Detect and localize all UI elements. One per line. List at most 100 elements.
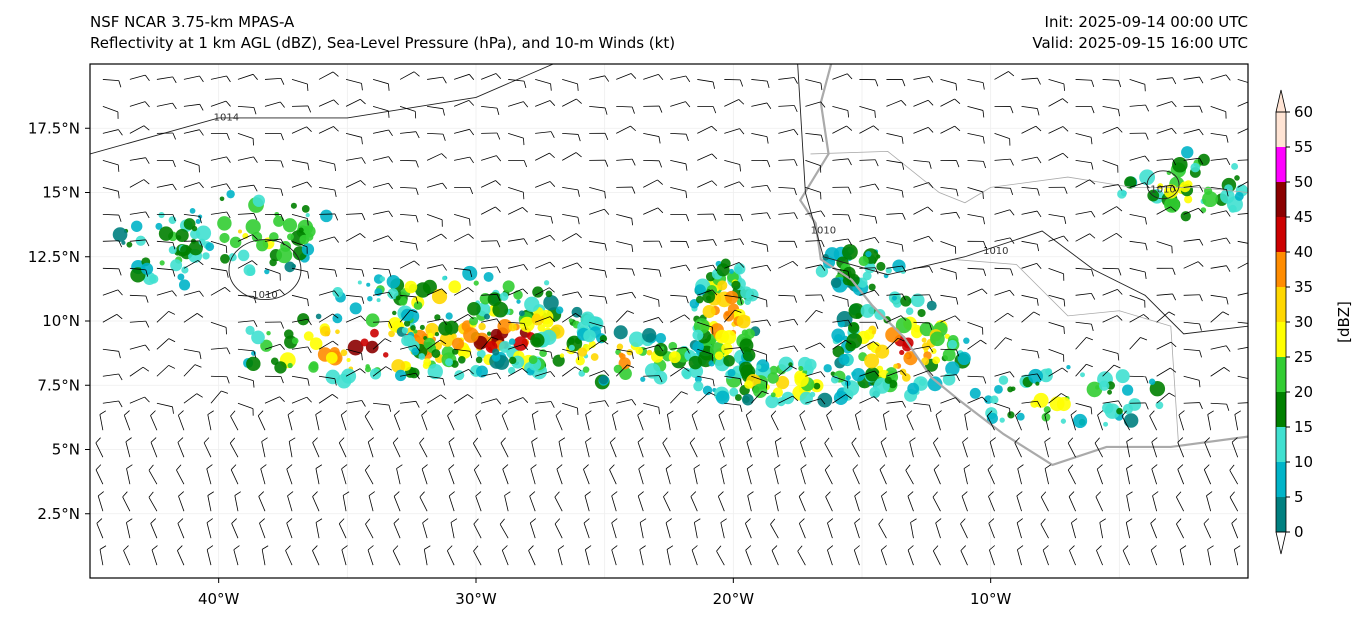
wind-barb xyxy=(372,338,386,350)
wind-barb xyxy=(123,415,131,431)
reflectivity-cell xyxy=(335,329,340,335)
wind-barb xyxy=(315,414,320,431)
wind-barb-flag xyxy=(528,545,534,551)
wind-barb-flag xyxy=(821,240,825,248)
wind-barb xyxy=(961,496,968,512)
wind-barb xyxy=(832,213,849,216)
wind-barb xyxy=(724,99,739,107)
reflectivity-cell xyxy=(1115,369,1130,384)
reflectivity-cell xyxy=(926,300,937,311)
wind-barb-flag xyxy=(746,437,753,443)
reflectivity-cell xyxy=(469,316,479,326)
wind-barb-flag xyxy=(467,394,474,399)
wind-barb-flag xyxy=(1150,518,1157,524)
reflectivity-cell xyxy=(1035,381,1040,386)
wind-barb-flag xyxy=(933,464,940,470)
wind-barb xyxy=(670,294,687,297)
wind-barb-flag xyxy=(168,311,176,315)
wind-barb-flag xyxy=(793,212,798,220)
reflectivity-cell xyxy=(130,220,143,232)
wind-barb xyxy=(475,415,482,431)
wind-barb-flag xyxy=(199,240,203,248)
wind-barb xyxy=(909,441,914,458)
wind-barb-flag xyxy=(845,339,852,345)
wind-barb xyxy=(1237,402,1248,404)
wind-barb-flag xyxy=(199,129,204,136)
wind-barb-flag xyxy=(1037,78,1041,85)
wind-barb-flag xyxy=(1229,491,1235,498)
wind-barb-flag xyxy=(96,518,103,524)
wind-barb-flag xyxy=(1176,518,1182,525)
wind-barb xyxy=(693,522,698,539)
wind-barb-flag xyxy=(905,464,911,471)
wind-barb-flag xyxy=(1168,311,1176,316)
wind-barb-flag xyxy=(413,71,420,77)
wind-barb-flag xyxy=(848,186,852,194)
wind-barb-flag xyxy=(252,74,258,80)
wind-barb xyxy=(1210,74,1227,80)
x-tick-label: 30°W xyxy=(455,590,497,608)
reflectivity-cell xyxy=(1073,413,1088,429)
reflectivity-cell xyxy=(135,235,146,246)
reflectivity-cell xyxy=(702,290,716,304)
reflectivity-cell xyxy=(395,295,401,301)
wind-barb xyxy=(913,76,930,80)
wind-barb-flag xyxy=(1143,314,1150,320)
wind-barb xyxy=(400,213,417,216)
wind-barb-flag xyxy=(1126,437,1133,442)
wind-barb xyxy=(287,495,293,512)
wind-barb-flag xyxy=(1253,292,1257,298)
reflectivity-cell xyxy=(640,376,646,382)
reflectivity-cell xyxy=(347,339,364,356)
wind-barb xyxy=(481,155,497,161)
reflectivity-cell xyxy=(379,276,386,282)
wind-barb xyxy=(473,523,482,539)
wind-barb xyxy=(346,213,363,215)
wind-barb xyxy=(1183,375,1200,381)
wind-barb xyxy=(129,211,146,215)
reflectivity-cell xyxy=(838,354,850,365)
wind-barb-flag xyxy=(286,518,293,524)
wind-barb xyxy=(1234,414,1239,431)
wind-barb-flag xyxy=(1036,244,1040,252)
wind-barb xyxy=(364,416,374,431)
colorbar-tick-label: 30 xyxy=(1294,313,1313,331)
wind-barb-flag xyxy=(793,105,798,113)
wind-barb-flag xyxy=(1144,271,1147,280)
model-title: NSF NCAR 3.75-km MPAS-A xyxy=(90,13,295,31)
wind-barb xyxy=(177,415,185,431)
wind-barb xyxy=(832,267,849,272)
reflectivity-cell xyxy=(798,365,804,372)
wind-barb-flag xyxy=(1145,243,1148,251)
wind-barb xyxy=(291,126,307,134)
wind-barb-flag xyxy=(1010,106,1014,114)
reflectivity-cell xyxy=(1007,411,1015,419)
wind-barb xyxy=(724,262,740,269)
reflectivity-cell xyxy=(237,249,250,262)
wind-barb xyxy=(611,522,617,539)
wind-barb xyxy=(338,442,347,458)
wind-barb xyxy=(207,495,212,512)
reflectivity-cell xyxy=(422,279,437,294)
wind-barb xyxy=(426,339,441,350)
wind-barb-flag xyxy=(631,292,637,299)
wind-barb-flag xyxy=(1067,464,1074,471)
wind-barb xyxy=(535,371,551,377)
wind-barb-flag xyxy=(306,83,309,91)
wind-barb-flag xyxy=(388,321,393,329)
wind-barb-flag xyxy=(1009,289,1015,296)
wind-barb-flag xyxy=(549,287,555,293)
reflectivity-cell xyxy=(434,331,440,337)
reflectivity-cell xyxy=(1066,364,1071,370)
wind-barb-flag xyxy=(935,410,942,416)
wind-barb xyxy=(345,157,362,161)
wind-barb-flag xyxy=(793,77,798,84)
wind-barb-flag xyxy=(1254,402,1257,408)
wind-barb-flag xyxy=(657,179,663,185)
wind-barb xyxy=(480,180,496,188)
wind-barb-flag xyxy=(928,405,932,412)
wind-barb xyxy=(724,181,740,188)
wind-barb-flag xyxy=(253,107,257,115)
wind-barb-flag xyxy=(307,378,310,386)
wind-barb xyxy=(448,441,455,458)
